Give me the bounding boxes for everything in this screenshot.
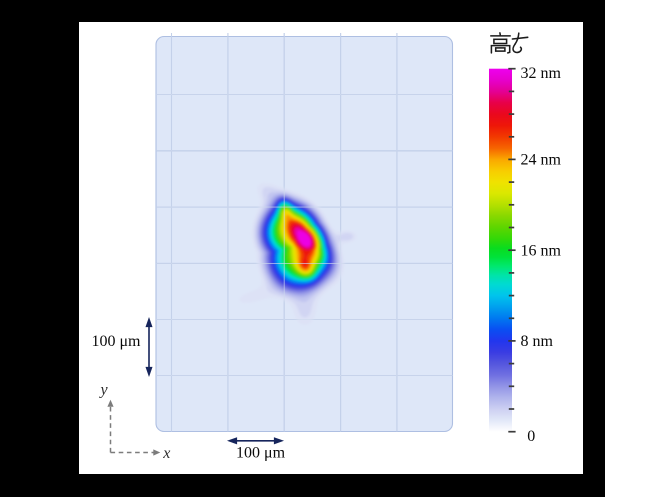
svg-text:24 nm: 24 nm (521, 152, 562, 169)
svg-text:x: x (162, 445, 170, 462)
svg-text:32 nm: 32 nm (521, 65, 562, 82)
svg-text:y: y (98, 382, 108, 399)
svg-text:100 μm: 100 μm (91, 333, 141, 350)
svg-text:0: 0 (527, 428, 535, 445)
svg-text:100 μm: 100 μm (236, 445, 286, 462)
svg-text:16 nm: 16 nm (521, 242, 562, 259)
svg-text:8 nm: 8 nm (521, 333, 554, 350)
